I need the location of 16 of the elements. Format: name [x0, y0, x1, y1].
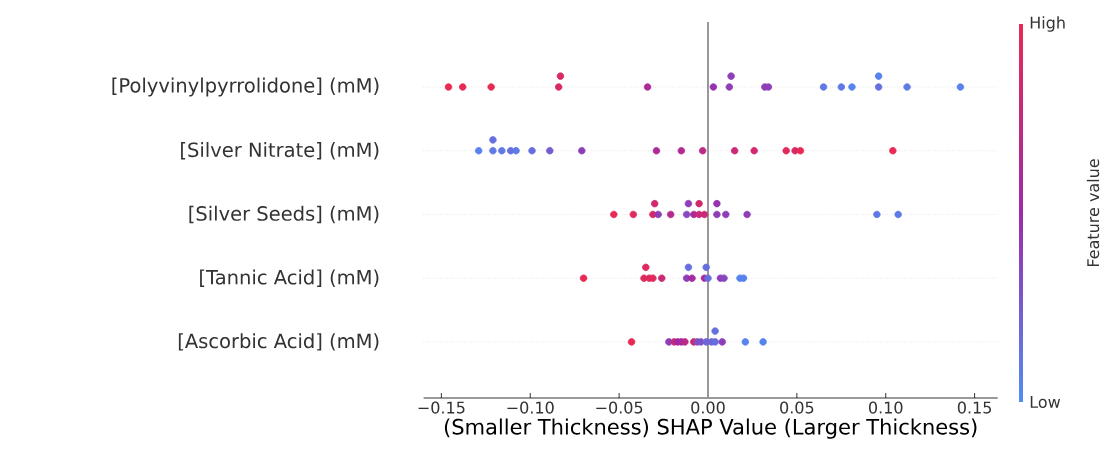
y-tick-label: [Polyvinylpyrrolidone] (mM) — [112, 77, 379, 97]
x-tick-label: 0.00 — [691, 401, 725, 414]
x-tick-label: −0.05 — [596, 401, 643, 414]
y-tick-label: [Silver Seeds] (mM) — [189, 205, 379, 224]
x-axis-title: (Smaller Thickness) SHAP Value (Larger Thickness) — [444, 418, 977, 439]
y-tick-label: [Ascorbic Acid] (mM) — [178, 333, 379, 351]
color-bar-label: Low — [1030, 396, 1061, 408]
x-tick-label: −0.10 — [507, 401, 554, 414]
color-bar-label: High — [1030, 16, 1065, 32]
x-tick-label: 0.05 — [780, 401, 814, 414]
y-tick-label: [Tannic Acid] (mM) — [200, 269, 379, 287]
x-tick-label: 0.10 — [868, 401, 903, 414]
color-bar-title: Feature value — [1086, 159, 1100, 267]
y-tick-label: [Silver Nitrate] (mM) — [181, 142, 379, 160]
x-tick-label: −0.15 — [418, 401, 465, 414]
x-tick-label: 0.15 — [957, 401, 992, 414]
